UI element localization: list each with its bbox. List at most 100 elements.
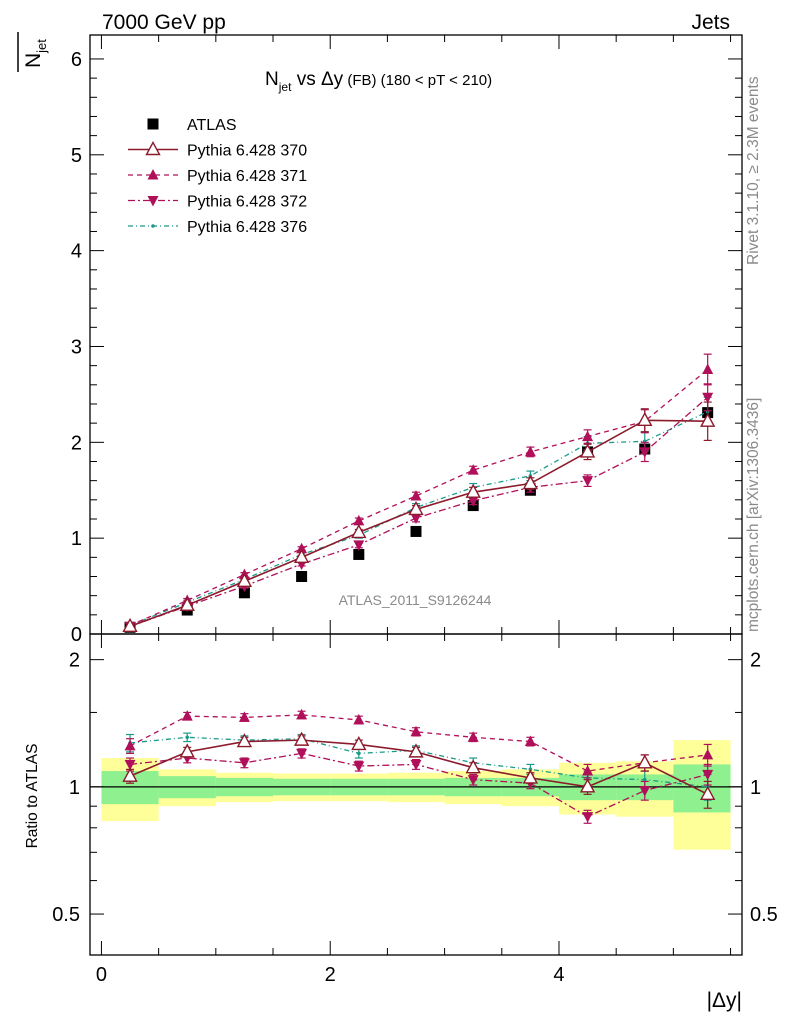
lower-point: [522, 769, 539, 784]
legend-label: Pythia 6.428 376: [187, 219, 307, 236]
upper-point: [582, 476, 594, 487]
lower-ytick-label-right: 2: [750, 650, 761, 672]
lower-line-1: [129, 714, 708, 772]
lower-frame: [89, 633, 743, 956]
upper-point: [524, 445, 536, 457]
lower-ytick-label-right: 1: [750, 777, 761, 799]
upper-point: [639, 447, 651, 458]
upper-point: [296, 570, 308, 582]
upper-point: [702, 363, 714, 374]
upper-point: [410, 489, 422, 501]
upper-point: [353, 548, 365, 560]
upper-point: [238, 587, 250, 599]
legend-entry-2: Pythia 6.428 371: [128, 168, 307, 185]
lower-point: [642, 777, 647, 782]
lower-point: [238, 758, 250, 769]
lower-point: [467, 731, 479, 742]
lower-point: [582, 812, 594, 823]
lower-point: [179, 743, 195, 758]
lower-point: [353, 713, 365, 725]
upper-point: [293, 548, 310, 564]
upper-ytick-label: 3: [71, 336, 82, 358]
xtick-label: 2: [325, 964, 336, 986]
upper-point: [353, 540, 365, 551]
upper-line-2: [129, 368, 709, 626]
lower-point: [296, 708, 308, 720]
upper-point: [579, 443, 596, 458]
lower-series-0: [122, 731, 716, 809]
upper-point: [700, 412, 716, 427]
lower-point: [528, 767, 533, 772]
lower-point: [465, 759, 481, 774]
upper-point: [410, 513, 422, 525]
lower-ytick-label-right: 0.5: [750, 904, 778, 926]
lower-point: [579, 778, 596, 793]
lower-point: [357, 751, 361, 756]
upper-point: [702, 392, 714, 404]
legend-marker: [151, 224, 155, 228]
lower-point: [351, 735, 367, 751]
lower-point: [467, 775, 479, 786]
lower-point: [582, 765, 594, 776]
lower-point: [639, 786, 651, 797]
lower-point: [185, 735, 190, 740]
rivet-label: Rivet 3.1.10, ≥ 2.3M events: [745, 76, 762, 265]
upper-point: [296, 542, 308, 554]
upper-point: [408, 500, 424, 516]
upper-ylabel: Njet: [22, 39, 49, 68]
upper-point: [467, 464, 479, 475]
upper-ytick-label: 0: [71, 624, 82, 646]
upper-series-2: [124, 353, 714, 630]
upper-ytick-label: 2: [71, 432, 82, 454]
upper-point: [351, 523, 367, 539]
header-energy: 7000 GeV pp: [102, 11, 226, 34]
upper-series-1: [122, 401, 716, 633]
lower-point: [524, 735, 536, 747]
upper-point: [410, 525, 422, 537]
legend-entry-4: Pythia 6.428 376: [128, 219, 307, 236]
lower-point: [181, 710, 193, 721]
upper-point: [353, 514, 365, 526]
lower-point: [293, 731, 310, 746]
legend-label: Pythia 6.428 372: [187, 194, 307, 211]
lower-point: [236, 733, 253, 748]
legend-label: ATLAS: [187, 117, 237, 134]
upper-point: [179, 596, 195, 611]
upper-ytick-label: 4: [71, 241, 82, 263]
lower-point: [124, 759, 136, 771]
upper-ytick-label: 1: [71, 528, 82, 550]
lower-point: [408, 743, 424, 758]
analysis-watermark: ATLAS_2011_S9126244: [339, 592, 492, 608]
lower-point: [410, 725, 422, 737]
upper-point: [637, 411, 653, 426]
lower-ytick-label: 1: [69, 777, 80, 799]
mcplots-label: mcplots.cern.ch [arXiv:1306.3436]: [745, 398, 762, 632]
upper-point: [465, 483, 481, 498]
legend-marker: [147, 169, 159, 180]
ratio-band-inner: [673, 764, 731, 813]
legend-marker: [147, 196, 159, 207]
upper-point: [582, 430, 594, 442]
lower-point: [637, 754, 653, 769]
x-axis-label: |Δy|: [707, 989, 742, 1012]
legend-marker: [147, 118, 159, 130]
legend-entry-1: Pythia 6.428 370: [128, 141, 307, 160]
header-jets: Jets: [691, 11, 730, 34]
lower-point: [700, 785, 716, 801]
lower-ytick-label: 0.5: [52, 904, 80, 926]
upper-ytick-label: 5: [71, 145, 82, 167]
xtick-label: 0: [96, 964, 107, 986]
lower-point: [296, 748, 308, 760]
lower-point: [353, 761, 365, 773]
legend-entry-3: Pythia 6.428 372: [128, 194, 307, 211]
lower-point: [124, 739, 136, 751]
lower-ylabel: Ratio to ATLAS: [24, 744, 41, 849]
legend-marker: [145, 141, 161, 156]
lower-point: [702, 748, 714, 760]
legend-label: Pythia 6.428 371: [187, 168, 307, 185]
upper-point: [122, 617, 138, 633]
lower-point: [410, 759, 422, 771]
lower-point: [238, 711, 250, 722]
lower-point: [122, 767, 138, 782]
